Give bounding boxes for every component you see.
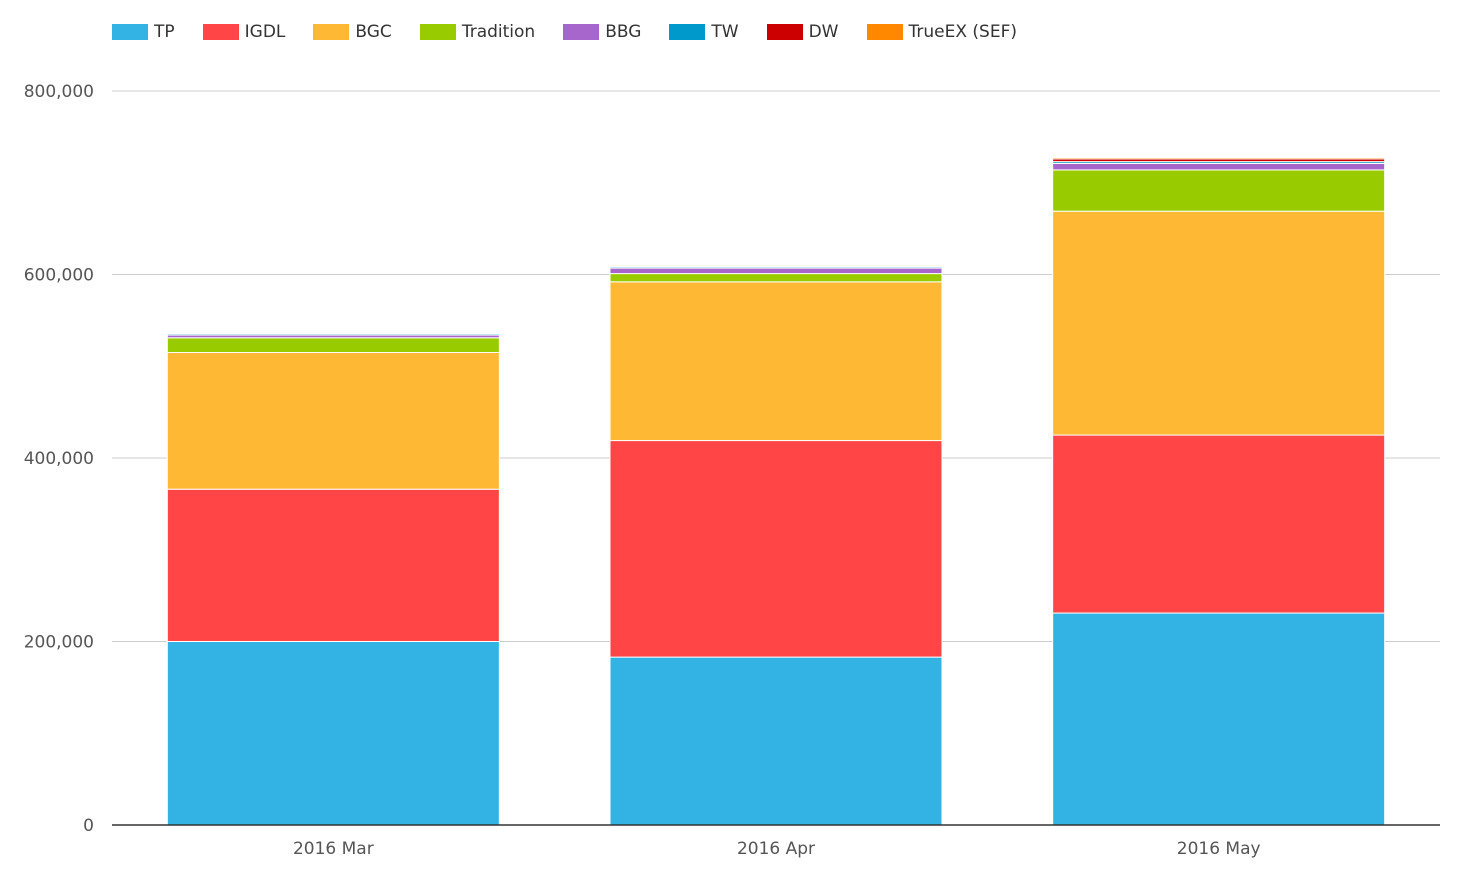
- bar-igdl-2016-may[interactable]: [1052, 434, 1386, 614]
- legend-label: BBG: [605, 22, 642, 42]
- bar-tradition-2016-may[interactable]: [1052, 169, 1386, 212]
- legend-swatch: [866, 24, 903, 40]
- legend-swatch: [202, 24, 239, 40]
- y-tick-label: 800,000: [24, 82, 94, 102]
- legend: TP IGDL BGC Tradition BBG TW DW TrueEX (SEF): [112, 22, 1045, 42]
- bar-layer: [166, 157, 1386, 826]
- x-tick-label: 2016 Apr: [737, 839, 815, 859]
- y-tick-label: 600,000: [24, 266, 94, 286]
- legend-item-bbg[interactable]: BBG: [563, 22, 641, 42]
- legend-swatch: [563, 24, 600, 40]
- legend-item-tw[interactable]: TW: [669, 22, 739, 42]
- legend-swatch: [766, 24, 803, 40]
- legend-item-tp[interactable]: TP: [112, 22, 175, 42]
- legend-swatch: [419, 24, 456, 40]
- legend-label: DW: [808, 22, 839, 42]
- bar-igdl-2016-apr[interactable]: [609, 440, 943, 658]
- legend-swatch: [112, 24, 148, 40]
- x-tick-label: 2016 May: [1177, 839, 1261, 859]
- legend-label: TW: [711, 22, 739, 42]
- bar-igdl-2016-mar[interactable]: [166, 488, 500, 642]
- axis-layer: 0 200,000 400,000 600,000 800,000 2016 Mar 201…: [24, 82, 1440, 859]
- bar-trueex-sef-2016-apr[interactable]: [609, 264, 943, 267]
- x-tick-label: 2016 Mar: [293, 839, 374, 859]
- legend-label: TP: [154, 22, 175, 42]
- bar-tp-2016-mar[interactable]: [166, 641, 500, 826]
- bar-tradition-2016-apr[interactable]: [609, 273, 943, 283]
- legend-item-tradition[interactable]: Tradition: [419, 22, 536, 42]
- bar-bgc-2016-may[interactable]: [1052, 210, 1386, 436]
- legend-item-bgc[interactable]: BGC: [313, 22, 392, 42]
- legend-label: BGC: [355, 22, 392, 42]
- legend-label: TrueEX (SEF): [908, 22, 1017, 42]
- bar-bbg-2016-apr[interactable]: [609, 267, 943, 275]
- bar-bgc-2016-mar[interactable]: [166, 351, 500, 490]
- y-tick-label: 0: [83, 816, 94, 836]
- bar-trueex-sef-2016-may[interactable]: [1052, 157, 1386, 160]
- legend-item-igdl[interactable]: IGDL: [202, 22, 286, 42]
- legend-swatch: [313, 24, 350, 40]
- bar-bbg-2016-may[interactable]: [1052, 162, 1386, 171]
- legend-swatch: [669, 24, 706, 40]
- legend-item-dw[interactable]: DW: [766, 22, 839, 42]
- y-tick-label: 200,000: [24, 633, 94, 653]
- legend-item-trueex-sef[interactable]: TrueEX (SEF): [866, 22, 1017, 42]
- bar-tp-2016-apr[interactable]: [609, 656, 943, 826]
- legend-label: Tradition: [461, 22, 536, 42]
- bar-tp-2016-may[interactable]: [1052, 612, 1386, 826]
- bar-bgc-2016-apr[interactable]: [609, 281, 943, 442]
- y-tick-label: 400,000: [24, 449, 94, 469]
- bar-tradition-2016-mar[interactable]: [166, 337, 500, 353]
- legend-label: IGDL: [244, 22, 286, 42]
